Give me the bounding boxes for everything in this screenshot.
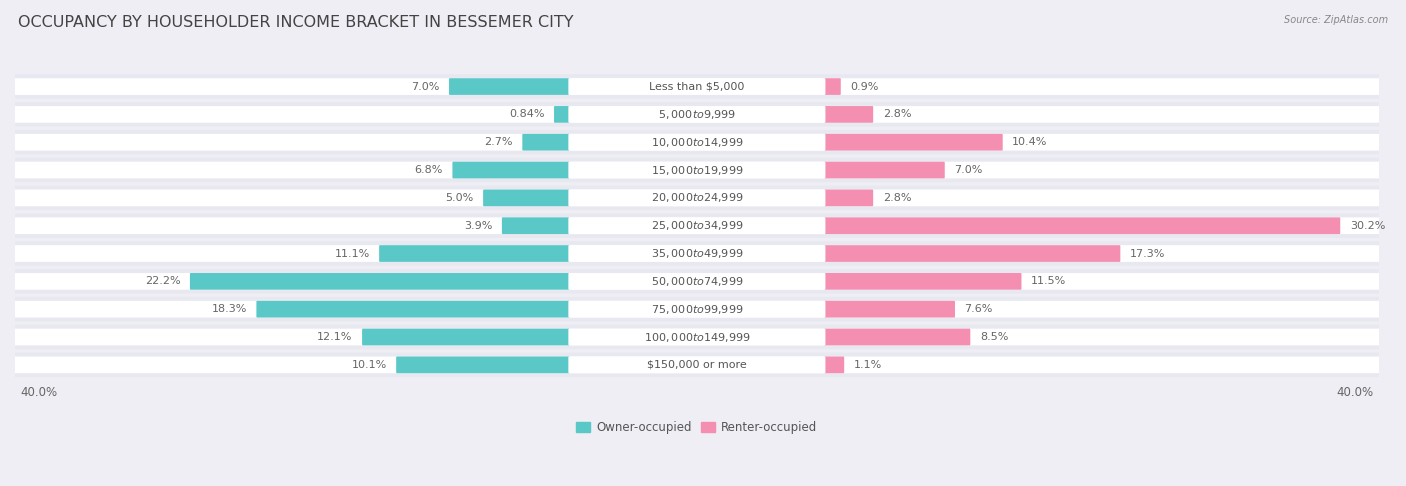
Text: 0.9%: 0.9% [851, 82, 879, 91]
Text: 40.0%: 40.0% [1337, 386, 1374, 399]
Text: 12.1%: 12.1% [318, 332, 353, 342]
FancyBboxPatch shape [14, 241, 1379, 266]
FancyBboxPatch shape [554, 106, 569, 123]
Text: 11.5%: 11.5% [1031, 277, 1066, 286]
Text: $100,000 to $149,999: $100,000 to $149,999 [644, 330, 751, 344]
FancyBboxPatch shape [14, 357, 1379, 373]
FancyBboxPatch shape [568, 301, 825, 317]
FancyBboxPatch shape [14, 301, 1379, 317]
FancyBboxPatch shape [396, 357, 569, 373]
FancyBboxPatch shape [824, 245, 1121, 262]
Text: 10.1%: 10.1% [352, 360, 387, 370]
Text: 2.8%: 2.8% [883, 109, 911, 120]
FancyBboxPatch shape [14, 217, 1379, 234]
Text: $25,000 to $34,999: $25,000 to $34,999 [651, 219, 744, 232]
FancyBboxPatch shape [824, 273, 1022, 290]
Text: $20,000 to $24,999: $20,000 to $24,999 [651, 191, 744, 205]
FancyBboxPatch shape [824, 217, 1340, 234]
Text: 3.9%: 3.9% [464, 221, 492, 231]
FancyBboxPatch shape [824, 162, 945, 178]
Text: Less than $5,000: Less than $5,000 [650, 82, 745, 91]
FancyBboxPatch shape [568, 245, 825, 262]
FancyBboxPatch shape [363, 329, 569, 346]
FancyBboxPatch shape [14, 190, 1379, 206]
FancyBboxPatch shape [14, 325, 1379, 349]
Legend: Owner-occupied, Renter-occupied: Owner-occupied, Renter-occupied [571, 417, 823, 439]
Text: 1.1%: 1.1% [853, 360, 882, 370]
FancyBboxPatch shape [568, 217, 825, 234]
FancyBboxPatch shape [14, 353, 1379, 377]
Text: 7.0%: 7.0% [411, 82, 440, 91]
Text: $35,000 to $49,999: $35,000 to $49,999 [651, 247, 744, 260]
FancyBboxPatch shape [824, 78, 841, 95]
FancyBboxPatch shape [14, 74, 1379, 99]
FancyBboxPatch shape [14, 130, 1379, 155]
Text: 0.84%: 0.84% [509, 109, 544, 120]
FancyBboxPatch shape [14, 158, 1379, 182]
Text: Source: ZipAtlas.com: Source: ZipAtlas.com [1284, 15, 1388, 25]
FancyBboxPatch shape [14, 273, 1379, 290]
Text: $15,000 to $19,999: $15,000 to $19,999 [651, 164, 744, 176]
FancyBboxPatch shape [824, 357, 844, 373]
Text: 10.4%: 10.4% [1012, 137, 1047, 147]
FancyBboxPatch shape [568, 190, 825, 206]
FancyBboxPatch shape [824, 106, 873, 123]
FancyBboxPatch shape [14, 213, 1379, 238]
FancyBboxPatch shape [522, 134, 569, 151]
Text: 7.0%: 7.0% [955, 165, 983, 175]
FancyBboxPatch shape [14, 329, 1379, 346]
FancyBboxPatch shape [502, 217, 569, 234]
FancyBboxPatch shape [824, 134, 1002, 151]
FancyBboxPatch shape [568, 78, 825, 95]
FancyBboxPatch shape [568, 162, 825, 178]
FancyBboxPatch shape [568, 273, 825, 290]
Text: 6.8%: 6.8% [415, 165, 443, 175]
Text: 8.5%: 8.5% [980, 332, 1008, 342]
FancyBboxPatch shape [14, 162, 1379, 178]
Text: 7.6%: 7.6% [965, 304, 993, 314]
FancyBboxPatch shape [256, 301, 569, 317]
Text: 11.1%: 11.1% [335, 248, 370, 259]
FancyBboxPatch shape [449, 78, 569, 95]
FancyBboxPatch shape [14, 134, 1379, 151]
FancyBboxPatch shape [14, 78, 1379, 95]
FancyBboxPatch shape [14, 297, 1379, 321]
Text: OCCUPANCY BY HOUSEHOLDER INCOME BRACKET IN BESSEMER CITY: OCCUPANCY BY HOUSEHOLDER INCOME BRACKET … [18, 15, 574, 30]
FancyBboxPatch shape [14, 245, 1379, 262]
Text: 22.2%: 22.2% [145, 277, 180, 286]
Text: $10,000 to $14,999: $10,000 to $14,999 [651, 136, 744, 149]
FancyBboxPatch shape [568, 106, 825, 123]
FancyBboxPatch shape [824, 329, 970, 346]
Text: 5.0%: 5.0% [446, 193, 474, 203]
FancyBboxPatch shape [453, 162, 569, 178]
Text: 30.2%: 30.2% [1350, 221, 1385, 231]
Text: $150,000 or more: $150,000 or more [647, 360, 747, 370]
Text: 2.7%: 2.7% [484, 137, 513, 147]
FancyBboxPatch shape [824, 190, 873, 206]
FancyBboxPatch shape [14, 269, 1379, 294]
Text: 40.0%: 40.0% [20, 386, 58, 399]
FancyBboxPatch shape [14, 106, 1379, 123]
Text: $5,000 to $9,999: $5,000 to $9,999 [658, 108, 737, 121]
Text: 18.3%: 18.3% [211, 304, 247, 314]
FancyBboxPatch shape [14, 186, 1379, 210]
FancyBboxPatch shape [484, 190, 569, 206]
Text: 2.8%: 2.8% [883, 193, 911, 203]
FancyBboxPatch shape [190, 273, 569, 290]
FancyBboxPatch shape [568, 134, 825, 151]
FancyBboxPatch shape [824, 301, 955, 317]
FancyBboxPatch shape [568, 329, 825, 346]
Text: $50,000 to $74,999: $50,000 to $74,999 [651, 275, 744, 288]
FancyBboxPatch shape [380, 245, 569, 262]
Text: $75,000 to $99,999: $75,000 to $99,999 [651, 303, 744, 316]
Text: 17.3%: 17.3% [1130, 248, 1166, 259]
FancyBboxPatch shape [14, 102, 1379, 127]
FancyBboxPatch shape [568, 357, 825, 373]
